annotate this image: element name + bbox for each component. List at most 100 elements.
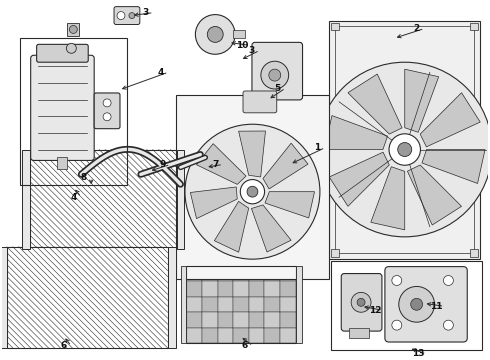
- Circle shape: [67, 43, 76, 53]
- Bar: [202, 297, 218, 312]
- Circle shape: [398, 143, 412, 157]
- Polygon shape: [251, 205, 291, 252]
- Bar: [187, 328, 202, 343]
- Circle shape: [70, 26, 77, 33]
- Bar: [349, 328, 369, 338]
- Circle shape: [207, 27, 223, 42]
- FancyBboxPatch shape: [385, 267, 467, 342]
- Bar: [176, 149, 184, 249]
- Bar: [233, 266, 249, 281]
- Bar: [233, 297, 249, 312]
- Bar: [202, 281, 218, 297]
- Circle shape: [443, 320, 453, 330]
- Bar: [175, 95, 329, 279]
- Circle shape: [196, 15, 235, 54]
- Bar: [218, 266, 233, 281]
- Text: 12: 12: [369, 306, 381, 315]
- Bar: [331, 261, 482, 350]
- Text: 2: 2: [414, 24, 420, 33]
- Bar: [249, 281, 265, 297]
- Bar: [202, 266, 218, 281]
- FancyBboxPatch shape: [94, 93, 120, 129]
- Circle shape: [185, 124, 320, 259]
- Polygon shape: [348, 74, 402, 134]
- Text: 3: 3: [249, 46, 255, 55]
- FancyBboxPatch shape: [31, 55, 94, 161]
- Bar: [265, 297, 280, 312]
- Text: 10: 10: [236, 41, 248, 50]
- Polygon shape: [371, 167, 405, 230]
- Bar: [168, 247, 175, 348]
- Bar: [218, 312, 233, 328]
- Text: 6: 6: [242, 342, 248, 351]
- Bar: [68, 23, 79, 36]
- Circle shape: [129, 13, 135, 19]
- Bar: [7, 247, 168, 348]
- Bar: [233, 328, 249, 343]
- Bar: [265, 312, 280, 328]
- Bar: [249, 297, 265, 312]
- Bar: [335, 27, 474, 253]
- Circle shape: [240, 180, 265, 204]
- Polygon shape: [239, 131, 266, 177]
- Text: 4: 4: [70, 193, 76, 202]
- Bar: [470, 23, 478, 31]
- Polygon shape: [191, 187, 237, 219]
- FancyBboxPatch shape: [341, 274, 382, 331]
- Polygon shape: [214, 201, 249, 252]
- Circle shape: [103, 99, 111, 107]
- Text: 4: 4: [157, 68, 164, 77]
- Bar: [249, 266, 265, 281]
- Polygon shape: [324, 116, 388, 149]
- Bar: [187, 266, 295, 343]
- Text: 11: 11: [430, 302, 443, 311]
- Bar: [218, 281, 233, 297]
- Text: 9: 9: [159, 160, 166, 169]
- Bar: [22, 149, 30, 249]
- Bar: [249, 312, 265, 328]
- Bar: [218, 297, 233, 312]
- Circle shape: [411, 298, 422, 310]
- Bar: [202, 328, 218, 343]
- Bar: [470, 249, 478, 257]
- Text: 1: 1: [314, 143, 320, 152]
- Polygon shape: [265, 192, 315, 218]
- Polygon shape: [405, 69, 439, 132]
- Bar: [20, 39, 127, 185]
- Circle shape: [351, 292, 371, 312]
- Text: 6: 6: [60, 342, 67, 351]
- Bar: [331, 23, 339, 31]
- Bar: [249, 328, 265, 343]
- Circle shape: [269, 69, 281, 81]
- Bar: [187, 266, 202, 281]
- FancyBboxPatch shape: [114, 6, 140, 24]
- Circle shape: [318, 62, 490, 237]
- Bar: [187, 297, 202, 312]
- Circle shape: [117, 12, 125, 19]
- FancyBboxPatch shape: [243, 91, 277, 113]
- Bar: [187, 281, 202, 297]
- Circle shape: [443, 275, 453, 285]
- Circle shape: [103, 113, 111, 121]
- Bar: [233, 31, 245, 39]
- Polygon shape: [263, 143, 308, 189]
- Bar: [280, 312, 295, 328]
- Bar: [331, 249, 339, 257]
- Bar: [218, 328, 233, 343]
- Bar: [329, 21, 480, 259]
- FancyBboxPatch shape: [37, 44, 88, 62]
- Text: 7: 7: [212, 160, 219, 169]
- Bar: [265, 328, 280, 343]
- Polygon shape: [329, 152, 390, 206]
- Circle shape: [399, 287, 435, 322]
- Text: 8: 8: [80, 173, 86, 182]
- FancyBboxPatch shape: [252, 42, 302, 100]
- Bar: [202, 312, 218, 328]
- Bar: [187, 312, 202, 328]
- Bar: [280, 266, 295, 281]
- Circle shape: [247, 186, 258, 197]
- Bar: [280, 281, 295, 297]
- Circle shape: [392, 275, 402, 285]
- Circle shape: [389, 134, 420, 165]
- Bar: [265, 281, 280, 297]
